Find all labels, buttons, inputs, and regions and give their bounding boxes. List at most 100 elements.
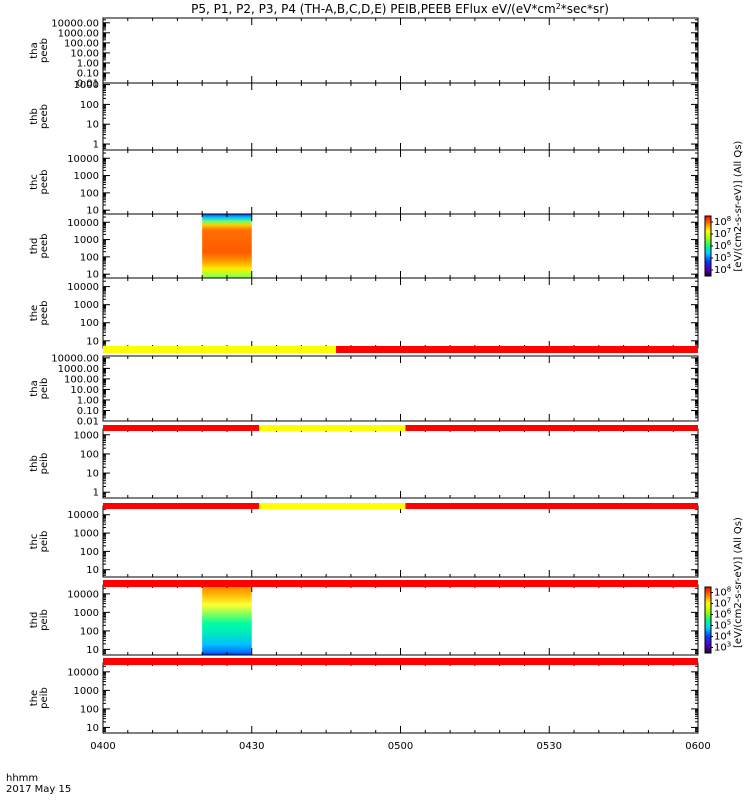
y-tick-label: 1000 <box>74 235 99 246</box>
panel-thd-peib: 10 100 1000 10000 thdpeib <box>29 584 699 656</box>
colorbar-tick-label: 103 <box>714 641 731 654</box>
y-tick-label: 10 <box>86 206 99 217</box>
y-tick-label: 100 <box>80 626 99 637</box>
y-tick-label: 10000.00 <box>51 18 99 29</box>
y-tick-label: 10 <box>86 565 99 576</box>
y-axis-label: thepeeb <box>29 301 50 326</box>
colorbar-tick-label: 107 <box>714 597 731 610</box>
panel-the-peib: 10 100 1000 10000 thepeib <box>29 662 699 734</box>
y-tick-label: 100 <box>80 449 99 460</box>
panel-frame <box>102 149 699 215</box>
x-axis-label: hhmm <box>6 773 39 784</box>
y-tick-label: 1000 <box>74 686 99 697</box>
y-axis-label: thcpeeb <box>29 170 50 195</box>
colorbar-tick-label: 108 <box>714 215 731 228</box>
colorbar-tick-label: 107 <box>714 227 731 240</box>
status-bar <box>103 425 698 431</box>
status-segment <box>405 503 698 509</box>
panel-tha-peeb: 0.010.101.0010.00100.001000.0010000.00th… <box>29 17 699 90</box>
y-tick-label: 10 <box>86 723 99 734</box>
panel-frame <box>102 505 699 578</box>
y-tick-label: 1 <box>93 488 99 499</box>
y-tick-label: 100 <box>80 547 99 558</box>
colorbar-tick-label: 106 <box>714 239 732 252</box>
panel-frame <box>102 355 699 422</box>
status-segment <box>336 346 698 353</box>
status-segment <box>405 425 698 431</box>
y-tick-label: 100 <box>80 100 99 111</box>
colorbar-tick-label: 104 <box>714 630 732 643</box>
y-axis-label: thbpeib <box>29 453 50 475</box>
colorbar-label: [eV/(cm2-s-sr-eV)] (All Qs) <box>733 141 744 272</box>
y-axis-label: thdpeib <box>29 609 50 631</box>
status-segment <box>103 503 260 509</box>
status-segment <box>259 425 406 431</box>
status-bar <box>103 503 698 509</box>
y-tick-label: 100.00 <box>64 38 99 49</box>
panel-frame <box>102 428 699 499</box>
y-tick-label: 10000 <box>67 218 99 229</box>
y-tick-label: 100 <box>80 252 99 263</box>
y-tick-label: 10000 <box>67 589 99 600</box>
y-tick-label: 1.00 <box>77 58 99 69</box>
y-tick-label: 100 <box>80 188 99 199</box>
colorbar-tick-label: 105 <box>714 251 731 264</box>
y-tick-label: 1000 <box>74 171 99 182</box>
y-tick-label: 1000.00 <box>58 28 99 39</box>
y-tick-label: 1000.00 <box>58 364 99 375</box>
y-tick-label: 10 <box>86 645 99 656</box>
colorbar-label: [eV/(cm2-s-sr-eV)] (All Qs) <box>733 517 744 648</box>
colorbar-ramp <box>704 215 712 277</box>
y-tick-label: 10 <box>86 270 99 281</box>
y-tick-label: 1000 <box>74 608 99 619</box>
status-bar <box>103 580 698 587</box>
spectrogram-patch <box>202 585 252 655</box>
panel-thb-peeb: 1 10 100 1000 thbpeeb <box>29 80 699 151</box>
y-tick-label: 100 <box>80 318 99 329</box>
y-tick-label: 1.00 <box>77 395 99 406</box>
date-label: 2017 May 15 <box>6 784 72 795</box>
colorbar-tick-label: 108 <box>714 586 731 599</box>
status-segment <box>103 425 260 431</box>
y-axis-label: thepeib <box>29 687 50 709</box>
panel-thc-peib: 10 100 1000 10000 thcpeib <box>29 505 699 578</box>
y-tick-label: 0.10 <box>77 406 99 417</box>
y-axis-label: thapeeb <box>29 38 50 63</box>
x-tick-label: 0430 <box>239 741 264 752</box>
panel-the-peeb: 10 100 1000 10000 thepeeb <box>29 277 699 349</box>
colorbar-ramp <box>704 586 712 654</box>
panel-frame <box>102 584 699 656</box>
y-tick-label: 0.01 <box>77 417 99 428</box>
status-segment <box>103 346 337 353</box>
y-axis-label: thcpeib <box>29 531 50 553</box>
panel-frame <box>102 662 699 734</box>
y-tick-label: 1 <box>93 140 99 151</box>
y-axis-label: thapeib <box>29 378 50 400</box>
y-tick-label: 0.01 <box>77 79 99 90</box>
y-tick-label: 10000 <box>67 282 99 293</box>
status-segment <box>103 658 698 665</box>
y-tick-label: 10.00 <box>70 48 99 59</box>
panel-thc-peeb: 10 100 1000 10000 thcpeeb <box>29 149 699 217</box>
y-tick-label: 1000 <box>74 529 99 540</box>
x-tick-label: 0400 <box>90 741 115 752</box>
y-tick-label: 1000 <box>74 300 99 311</box>
panel-frame <box>102 82 699 151</box>
y-tick-label: 1000 <box>74 80 99 91</box>
y-tick-label: 10 <box>86 120 99 131</box>
y-tick-label: 10000 <box>67 510 99 521</box>
x-tick-label: 0600 <box>685 741 710 752</box>
y-tick-label: 1000 <box>74 430 99 441</box>
status-segment <box>103 580 698 587</box>
panel-thb-peib: 1 10 100 1000 thbpeib <box>29 428 699 499</box>
y-tick-label: 100.00 <box>64 374 99 385</box>
panel-frame <box>102 213 699 279</box>
status-segment <box>259 503 406 509</box>
spectrogram-patch <box>202 214 252 278</box>
status-bar <box>103 658 698 665</box>
status-bar <box>103 346 698 353</box>
y-axis-label: thbpeeb <box>29 104 50 129</box>
colorbar-tick-label: 105 <box>714 619 731 632</box>
